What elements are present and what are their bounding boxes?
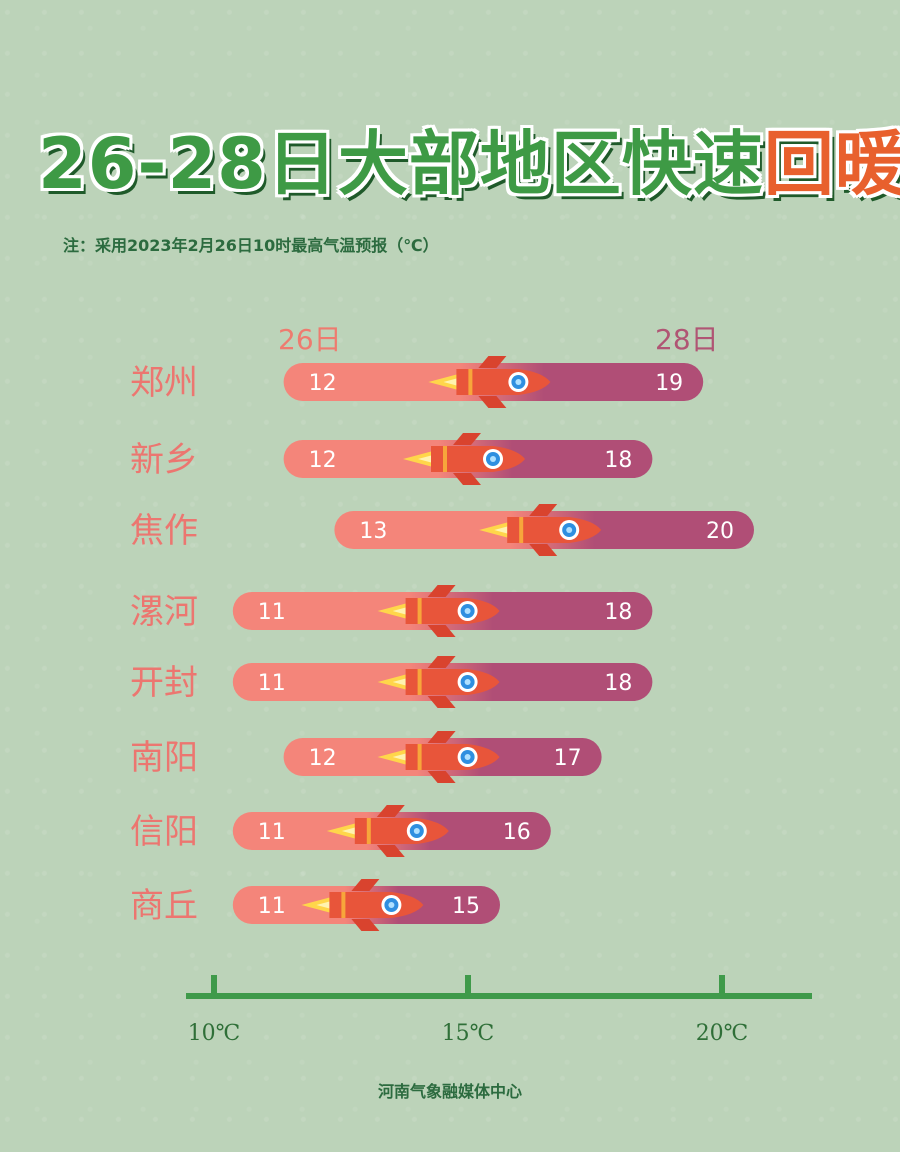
tick-label: 10℃ xyxy=(188,1021,241,1046)
city-label: 新乡 xyxy=(130,440,198,480)
start-value-label: 12 xyxy=(309,371,337,396)
end-value-label: 19 xyxy=(655,371,683,396)
bar-row-4: 开封 11 18 xyxy=(130,656,653,708)
city-label: 南阳 xyxy=(130,738,198,778)
rocket-icon xyxy=(428,356,551,408)
bar-rows: 郑州 12 19 新乡 12 18 焦作 13 20 漯河 11 18 开封 11 18 南阳 12 17 信阳 11… xyxy=(130,356,754,931)
end-value-label: 17 xyxy=(554,746,582,771)
start-value-label: 11 xyxy=(258,894,286,919)
start-value-label: 11 xyxy=(258,671,286,696)
title-main: 26-28日大部地区快速 xyxy=(38,123,764,205)
start-value-label: 12 xyxy=(309,746,337,771)
bar-row-2: 焦作 13 20 xyxy=(130,504,754,556)
tick-label: 15℃ xyxy=(442,1021,495,1046)
city-label: 郑州 xyxy=(130,363,198,403)
bar-row-0: 郑州 12 19 xyxy=(130,356,704,408)
end-value-label: 18 xyxy=(604,600,632,625)
end-value-label: 20 xyxy=(706,519,734,544)
start-value-label: 11 xyxy=(258,820,286,845)
end-value-label: 18 xyxy=(604,448,632,473)
rocket-icon xyxy=(326,805,449,857)
bar-row-7: 商丘 11 15 xyxy=(130,879,501,931)
end-day-label: 28日 xyxy=(655,323,719,356)
bar-row-6: 信阳 11 16 xyxy=(130,805,551,857)
title-highlight: 回暖 xyxy=(763,123,900,205)
rocket-icon xyxy=(377,731,500,783)
rocket-icon xyxy=(403,433,525,485)
rocket-icon xyxy=(479,504,602,556)
city-label: 焦作 xyxy=(130,511,198,551)
bar-row-3: 漯河 11 18 xyxy=(130,585,653,637)
end-value-label: 15 xyxy=(452,894,480,919)
rocket-icon xyxy=(301,879,424,931)
start-value-label: 12 xyxy=(309,448,337,473)
tick-label: 20℃ xyxy=(696,1021,749,1046)
city-label: 漯河 xyxy=(130,592,198,632)
start-value-label: 11 xyxy=(258,600,286,625)
city-label: 开封 xyxy=(130,663,198,703)
bar-row-1: 新乡 12 18 xyxy=(130,433,653,485)
city-label: 信阳 xyxy=(130,812,198,852)
forecast-note: 注：采用2023年2月26日10时最高气温预报（℃） xyxy=(63,236,439,255)
rocket-icon xyxy=(377,585,500,637)
footer-credit: 河南气象融媒体中心 xyxy=(377,1082,522,1101)
rocket-icon xyxy=(377,656,500,708)
chart-title: 26-28日大部地区快速回暖 xyxy=(38,108,900,209)
end-value-label: 16 xyxy=(503,820,531,845)
start-value-label: 13 xyxy=(359,519,387,544)
end-value-label: 18 xyxy=(604,671,632,696)
x-axis: 10℃ 15℃ 20℃ xyxy=(186,975,812,1046)
start-day-label: 26日 xyxy=(278,323,342,356)
bar-row-5: 南阳 12 17 xyxy=(130,731,602,783)
city-label: 商丘 xyxy=(130,886,198,926)
